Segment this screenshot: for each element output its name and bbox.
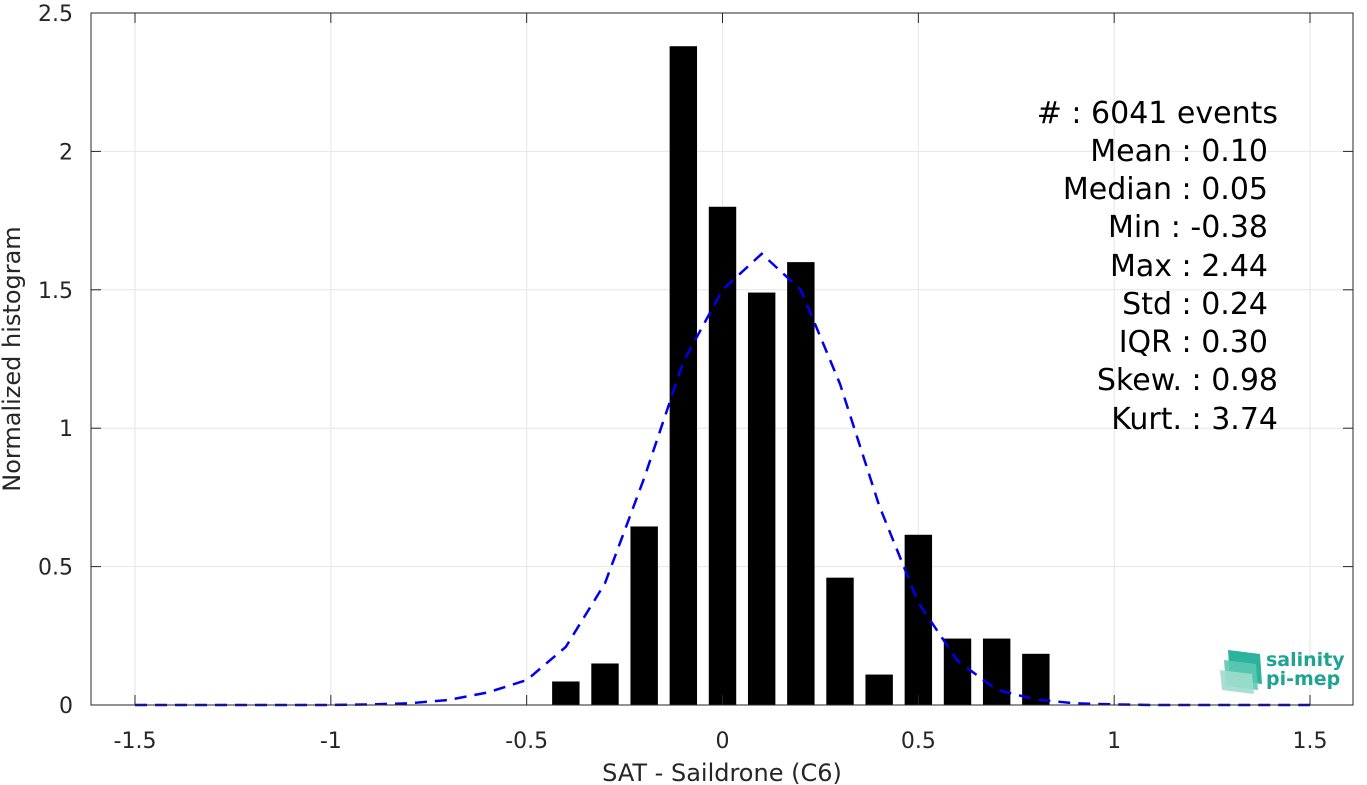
- stat-median: Median : 0.05: [1063, 172, 1268, 207]
- histogram-bars: [552, 46, 1050, 705]
- y-axis-title: Normalized histogram: [0, 226, 26, 491]
- y-tick-label: 2.5: [38, 2, 73, 27]
- y-tick-label: 1: [59, 417, 73, 442]
- logo-line1: salinity: [1266, 649, 1345, 671]
- logo-line2: pi-mep: [1266, 668, 1340, 690]
- stats-box: # : 6041 events Mean : 0.10 Median : 0.0…: [1037, 96, 1278, 437]
- y-tick-label: 1.5: [38, 279, 73, 304]
- stat-skew: Skew. : 0.98: [1097, 363, 1278, 398]
- salinity-pi-mep-logo: salinity pi-mep: [1220, 649, 1345, 694]
- stat-min: Min : -0.38: [1108, 210, 1268, 245]
- histogram-bar: [552, 681, 580, 705]
- x-tick-label: 0.5: [901, 729, 936, 754]
- x-tick-label: 1: [1107, 729, 1121, 754]
- histogram-bar: [943, 638, 972, 705]
- histogram-bar: [630, 526, 658, 705]
- stat-std: Std : 0.24: [1122, 287, 1268, 322]
- stat-count: # : 6041 events: [1037, 96, 1278, 131]
- x-tick-label: 1.5: [1293, 729, 1328, 754]
- histogram-bar: [865, 674, 893, 705]
- x-tick-label: -0.5: [505, 729, 548, 754]
- y-tick-label: 0.5: [38, 556, 73, 581]
- axis-ticks: -1.5 -1 -0.5 0 0.5 1 1.5 0 0.5 1 1.5 2 2.5: [38, 2, 1353, 754]
- histogram-bar: [747, 292, 776, 705]
- y-tick-label: 0: [59, 694, 73, 719]
- stat-iqr: IQR : 0.30: [1119, 325, 1268, 360]
- histogram-bar: [787, 262, 815, 705]
- x-axis-title: SAT - Saildrone (C6): [602, 759, 842, 785]
- stat-kurt: Kurt. : 3.74: [1111, 402, 1278, 437]
- x-tick-label: -1: [320, 729, 342, 754]
- x-tick-label: -1.5: [114, 729, 157, 754]
- histogram-bar: [982, 638, 1011, 705]
- stat-mean: Mean : 0.10: [1090, 134, 1268, 169]
- wave-logo-icon: [1220, 650, 1262, 694]
- x-tick-label: 0: [716, 729, 730, 754]
- histogram-bar: [904, 534, 933, 705]
- histogram-bar: [708, 206, 737, 705]
- histogram-bar: [669, 46, 698, 705]
- histogram-bar: [591, 663, 619, 705]
- plot-frame: [90, 12, 1354, 706]
- histogram-bar: [826, 577, 854, 705]
- y-tick-label: 2: [59, 140, 73, 165]
- stat-max: Max : 2.44: [1110, 249, 1268, 284]
